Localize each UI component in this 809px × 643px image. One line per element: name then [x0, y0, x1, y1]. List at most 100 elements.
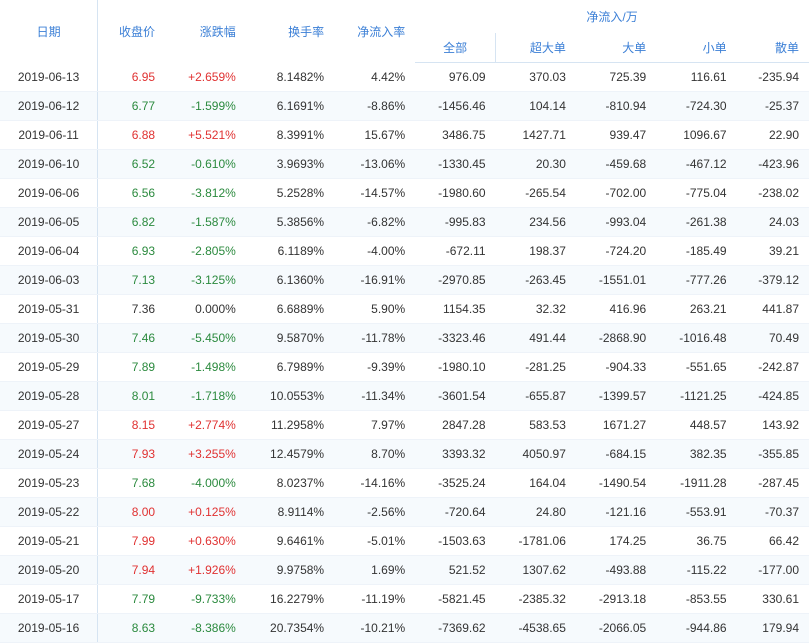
table-row: 2019-05-228.00+0.125%8.9114%-2.56%-720.6…: [0, 498, 809, 527]
cell-large: -121.16: [576, 498, 656, 527]
cell-date: 2019-05-30: [0, 324, 98, 353]
cell-netinflowpct: 15.67%: [334, 121, 415, 150]
cell-changepct: -5.450%: [165, 324, 246, 353]
cell-turnover: 9.5870%: [246, 324, 334, 353]
cell-all: -995.83: [415, 208, 495, 237]
cell-date: 2019-05-23: [0, 469, 98, 498]
cell-large: -2066.05: [576, 614, 656, 643]
cell-close: 7.13: [98, 266, 165, 295]
cell-date: 2019-05-24: [0, 440, 98, 469]
cell-date: 2019-05-28: [0, 382, 98, 411]
cell-close: 6.56: [98, 179, 165, 208]
cell-scattered: 24.03: [737, 208, 809, 237]
cell-small: 36.75: [656, 527, 736, 556]
table-row: 2019-05-247.93+3.255%12.4579%8.70%3393.3…: [0, 440, 809, 469]
cell-date: 2019-05-27: [0, 411, 98, 440]
cell-changepct: +1.926%: [165, 556, 246, 585]
cell-close: 8.00: [98, 498, 165, 527]
col-small[interactable]: 小单: [656, 33, 736, 63]
cell-netinflowpct: -11.78%: [334, 324, 415, 353]
cell-netinflowpct: 8.70%: [334, 440, 415, 469]
cell-close: 6.52: [98, 150, 165, 179]
cell-turnover: 20.7354%: [246, 614, 334, 643]
cell-small: -261.38: [656, 208, 736, 237]
col-scattered[interactable]: 散单: [737, 33, 809, 63]
cell-close: 7.99: [98, 527, 165, 556]
cell-turnover: 8.1482%: [246, 63, 334, 92]
col-netinflowpct[interactable]: 净流入率: [334, 0, 415, 63]
cell-scattered: 66.42: [737, 527, 809, 556]
cell-turnover: 16.2279%: [246, 585, 334, 614]
cell-date: 2019-05-16: [0, 614, 98, 643]
cell-scattered: -424.85: [737, 382, 809, 411]
cell-small: -467.12: [656, 150, 736, 179]
cell-netinflowpct: -13.06%: [334, 150, 415, 179]
cell-large: -724.20: [576, 237, 656, 266]
cell-date: 2019-05-21: [0, 527, 98, 556]
cell-scattered: -177.00: [737, 556, 809, 585]
cell-turnover: 11.2958%: [246, 411, 334, 440]
cell-turnover: 6.6889%: [246, 295, 334, 324]
cell-small: 116.61: [656, 63, 736, 92]
cell-close: 7.79: [98, 585, 165, 614]
cell-superlarge: 1307.62: [496, 556, 576, 585]
table-row: 2019-06-046.93-2.805%6.1189%-4.00%-672.1…: [0, 237, 809, 266]
col-superlarge[interactable]: 超大单: [496, 33, 576, 63]
cell-close: 7.94: [98, 556, 165, 585]
cell-large: 725.39: [576, 63, 656, 92]
col-changepct[interactable]: 涨跌幅: [165, 0, 246, 63]
cell-changepct: +2.659%: [165, 63, 246, 92]
col-turnover[interactable]: 换手率: [246, 0, 334, 63]
cell-small: -777.26: [656, 266, 736, 295]
col-date[interactable]: 日期: [0, 0, 98, 63]
cell-date: 2019-06-04: [0, 237, 98, 266]
table-row: 2019-05-317.360.000%6.6889%5.90%1154.353…: [0, 295, 809, 324]
cell-date: 2019-06-03: [0, 266, 98, 295]
cell-all: -1330.45: [415, 150, 495, 179]
cell-scattered: -287.45: [737, 469, 809, 498]
cell-turnover: 6.1691%: [246, 92, 334, 121]
stock-flow-table: 日期 收盘价 涨跌幅 换手率 净流入率 净流入/万 全部 超大单 大单 小单 散…: [0, 0, 809, 643]
col-close[interactable]: 收盘价: [98, 0, 165, 63]
cell-turnover: 6.1189%: [246, 237, 334, 266]
cell-scattered: -423.96: [737, 150, 809, 179]
table-row: 2019-06-056.82-1.587%5.3856%-6.82%-995.8…: [0, 208, 809, 237]
col-large[interactable]: 大单: [576, 33, 656, 63]
cell-scattered: 39.21: [737, 237, 809, 266]
cell-netinflowpct: -11.19%: [334, 585, 415, 614]
cell-all: -720.64: [415, 498, 495, 527]
cell-turnover: 8.3991%: [246, 121, 334, 150]
cell-date: 2019-06-05: [0, 208, 98, 237]
col-all[interactable]: 全部: [415, 33, 495, 63]
cell-large: -2913.18: [576, 585, 656, 614]
cell-netinflowpct: -8.86%: [334, 92, 415, 121]
cell-changepct: +5.521%: [165, 121, 246, 150]
cell-netinflowpct: 7.97%: [334, 411, 415, 440]
cell-superlarge: -263.45: [496, 266, 576, 295]
cell-turnover: 5.3856%: [246, 208, 334, 237]
cell-date: 2019-06-13: [0, 63, 98, 92]
cell-small: -724.30: [656, 92, 736, 121]
table-row: 2019-06-126.77-1.599%6.1691%-8.86%-1456.…: [0, 92, 809, 121]
col-netinflow-group: 净流入/万: [415, 0, 809, 33]
cell-small: -115.22: [656, 556, 736, 585]
cell-large: -993.04: [576, 208, 656, 237]
cell-turnover: 3.9693%: [246, 150, 334, 179]
table-row: 2019-06-116.88+5.521%8.3991%15.67%3486.7…: [0, 121, 809, 150]
cell-date: 2019-05-31: [0, 295, 98, 324]
cell-large: 939.47: [576, 121, 656, 150]
cell-scattered: 143.92: [737, 411, 809, 440]
cell-close: 7.46: [98, 324, 165, 353]
cell-small: 382.35: [656, 440, 736, 469]
cell-changepct: 0.000%: [165, 295, 246, 324]
cell-close: 8.63: [98, 614, 165, 643]
cell-changepct: +2.774%: [165, 411, 246, 440]
cell-close: 6.82: [98, 208, 165, 237]
cell-scattered: -25.37: [737, 92, 809, 121]
cell-changepct: -1.587%: [165, 208, 246, 237]
cell-superlarge: 234.56: [496, 208, 576, 237]
cell-all: -672.11: [415, 237, 495, 266]
cell-turnover: 8.9114%: [246, 498, 334, 527]
cell-large: 174.25: [576, 527, 656, 556]
cell-superlarge: 104.14: [496, 92, 576, 121]
